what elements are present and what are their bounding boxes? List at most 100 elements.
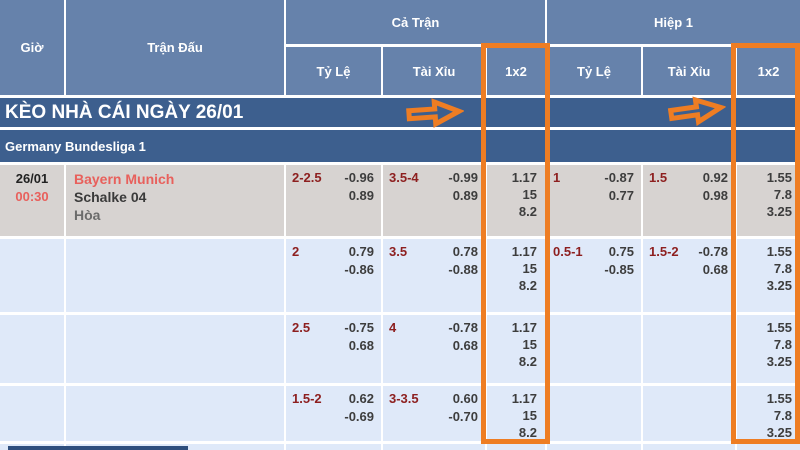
odds-value[interactable]: 0.68 (452, 338, 478, 353)
overunder-line: 1.5 (649, 170, 668, 185)
subheader-h1-handicap: Tỷ Lệ (547, 47, 641, 95)
handicap-line: 0.5-1 (553, 244, 583, 259)
ft-overunder-cell[interactable]: 3-3.5 0.60 -0.70 (383, 386, 485, 441)
empty-cell (66, 315, 284, 383)
odds-value[interactable]: -0.87 (604, 170, 634, 185)
overunder-line: 1.5-2 (649, 244, 679, 259)
odds-value[interactable]: 7.8 (773, 187, 792, 202)
empty-cell (643, 444, 735, 450)
odds-value[interactable]: 8.2 (518, 425, 537, 440)
h1-overunder-cell[interactable]: 1.5 0.92 0.98 (643, 165, 735, 236)
odds-value[interactable]: -0.69 (344, 409, 374, 424)
ft-1x2-cell[interactable]: 1.17 15 8.2 (487, 386, 545, 441)
ft-overunder-cell[interactable]: 4 -0.78 0.68 (383, 315, 485, 383)
ft-handicap-cell[interactable]: 2-2.5 -0.96 0.89 (286, 165, 381, 236)
league-name: Germany Bundesliga 1 (5, 138, 146, 154)
ft-1x2-cell[interactable]: 1.17 15 8.2 (487, 165, 545, 236)
odds-value[interactable]: 1.17 (511, 391, 537, 406)
odds-value[interactable]: 0.78 (452, 244, 478, 259)
group-header-full-time: Cả Trận (286, 0, 545, 44)
ft-handicap-cell[interactable]: 1.5-2 0.62 -0.69 (286, 386, 381, 441)
draw-label: Hòa (74, 207, 101, 223)
odds-value[interactable]: 1.55 (766, 170, 792, 185)
odds-value[interactable]: 1.17 (511, 244, 537, 259)
odds-value[interactable]: -0.70 (448, 409, 478, 424)
odds-value[interactable]: 1.17 (511, 170, 537, 185)
empty-cell (547, 444, 641, 450)
odds-value[interactable]: 0.77 (608, 188, 634, 203)
empty-cell (66, 386, 284, 441)
odds-value[interactable]: 0.68 (348, 338, 374, 353)
section-banner: KÈO NHÀ CÁI NGÀY 26/01 (0, 98, 800, 127)
odds-value[interactable]: 3.25 (766, 204, 792, 219)
odds-value[interactable]: -0.78 (698, 244, 728, 259)
odds-value[interactable]: 15 (522, 261, 537, 276)
ft-handicap-cell[interactable]: 2 0.79 -0.86 (286, 239, 381, 312)
h1-handicap-cell[interactable]: 0.5-1 0.75 -0.85 (547, 239, 641, 312)
odds-value[interactable]: -0.75 (344, 320, 374, 335)
empty-cell (383, 444, 485, 450)
empty-cell (66, 239, 284, 312)
odds-value[interactable]: -0.96 (344, 170, 374, 185)
h1-handicap-cell (547, 386, 641, 441)
home-team[interactable]: Bayern Munich (74, 171, 175, 187)
ft-overunder-cell[interactable]: 3.5-4 -0.99 0.89 (383, 165, 485, 236)
league-bar[interactable]: Germany Bundesliga 1 (0, 130, 800, 162)
h1-1x2-cell[interactable]: 1.55 7.8 3.25 (737, 386, 800, 441)
handicap-line: 2.5 (292, 320, 311, 335)
handicap-line: 2 (292, 244, 300, 259)
h1-1x2-cell[interactable]: 1.55 7.8 3.25 (737, 315, 800, 383)
odds-value[interactable]: 3.25 (766, 278, 792, 293)
odds-value[interactable]: 3.25 (766, 425, 792, 440)
odds-value[interactable]: 15 (522, 187, 537, 202)
odds-value[interactable]: 1.55 (766, 320, 792, 335)
odds-value[interactable]: 0.75 (608, 244, 634, 259)
clipped-section-bar (8, 446, 188, 450)
ft-overunder-cell[interactable]: 3.5 0.78 -0.88 (383, 239, 485, 312)
match-date: 26/01 (15, 171, 49, 186)
odds-value[interactable]: 15 (522, 337, 537, 352)
odds-value[interactable]: 7.8 (773, 337, 792, 352)
h1-overunder-cell[interactable]: 1.5-2 -0.78 0.68 (643, 239, 735, 312)
ft-1x2-cell[interactable]: 1.17 15 8.2 (487, 315, 545, 383)
ft-handicap-cell[interactable]: 2.5 -0.75 0.68 (286, 315, 381, 383)
odds-value[interactable]: -0.99 (448, 170, 478, 185)
h1-handicap-cell[interactable]: 1 -0.87 0.77 (547, 165, 641, 236)
odds-value[interactable]: 1.55 (766, 244, 792, 259)
odds-value[interactable]: 8.2 (518, 278, 537, 293)
odds-value[interactable]: -0.86 (344, 262, 374, 277)
odds-value[interactable]: 0.60 (452, 391, 478, 406)
h1-1x2-cell[interactable]: 1.55 7.8 3.25 (737, 239, 800, 312)
odds-value[interactable]: 0.92 (702, 170, 728, 185)
odds-value[interactable]: -0.88 (448, 262, 478, 277)
kickoff-time: 00:30 (15, 189, 49, 204)
odds-value[interactable]: 8.2 (518, 204, 537, 219)
overunder-line: 3.5-4 (389, 170, 419, 185)
odds-value[interactable]: -0.78 (448, 320, 478, 335)
away-team[interactable]: Schalke 04 (74, 189, 147, 205)
empty-cell (0, 315, 64, 383)
odds-value[interactable]: 7.8 (773, 261, 792, 276)
odds-value[interactable]: 0.98 (702, 188, 728, 203)
odds-value[interactable]: 3.25 (766, 354, 792, 369)
odds-value[interactable]: 0.89 (348, 188, 374, 203)
h1-1x2-cell[interactable]: 1.55 7.8 3.25 (737, 165, 800, 236)
odds-value[interactable]: 0.89 (452, 188, 478, 203)
odds-value[interactable]: 7.8 (773, 408, 792, 423)
subheader-ft-1x2: 1x2 (487, 47, 545, 95)
odds-value[interactable]: 8.2 (518, 354, 537, 369)
odds-value[interactable]: 15 (522, 408, 537, 423)
odds-value[interactable]: -0.85 (604, 262, 634, 277)
overunder-line: 3-3.5 (389, 391, 419, 406)
table-header: Giờ Trận Đấu Cả Trận Hiệp 1 Tỷ Lệ Tài Xỉ… (0, 0, 800, 95)
odds-value[interactable]: 1.17 (511, 320, 537, 335)
ft-1x2-cell[interactable]: 1.17 15 8.2 (487, 239, 545, 312)
odds-value[interactable]: 0.68 (702, 262, 728, 277)
odds-value[interactable]: 0.62 (348, 391, 374, 406)
odds-value[interactable]: 0.79 (348, 244, 374, 259)
odds-value[interactable]: 1.55 (766, 391, 792, 406)
subheader-h1-1x2: 1x2 (737, 47, 800, 95)
subheader-h1-overunder: Tài Xỉu (643, 47, 735, 95)
empty-cell (737, 444, 800, 450)
match-cell[interactable]: Bayern Munich Schalke 04 Hòa (66, 165, 284, 236)
